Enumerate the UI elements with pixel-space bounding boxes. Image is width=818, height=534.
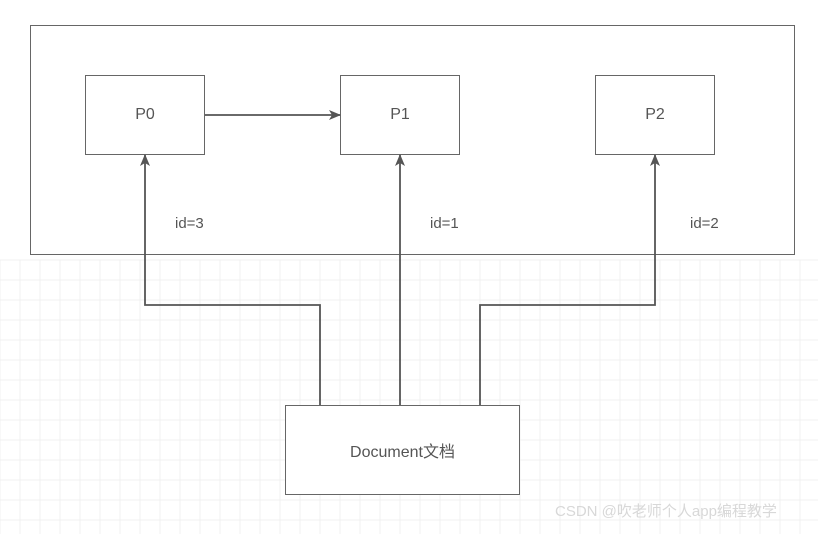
- node-p2: P2: [595, 75, 715, 155]
- node-document: Document文档: [285, 405, 520, 495]
- id-label-1: id=1: [430, 215, 459, 232]
- node-p0-label: P0: [135, 106, 155, 124]
- id-label-3: id=3: [175, 215, 204, 232]
- node-p1: P1: [340, 75, 460, 155]
- node-document-label: Document文档: [350, 438, 455, 462]
- id-label-2: id=2: [690, 215, 719, 232]
- node-p2-label: P2: [645, 106, 665, 124]
- watermark-text: CSDN @吹老师个人app编程教学: [555, 500, 777, 521]
- diagram-canvas: P0 P1 P2 Document文档 id=3 id=1 id=2 CSDN …: [0, 0, 818, 534]
- node-p0: P0: [85, 75, 205, 155]
- node-p1-label: P1: [390, 106, 410, 124]
